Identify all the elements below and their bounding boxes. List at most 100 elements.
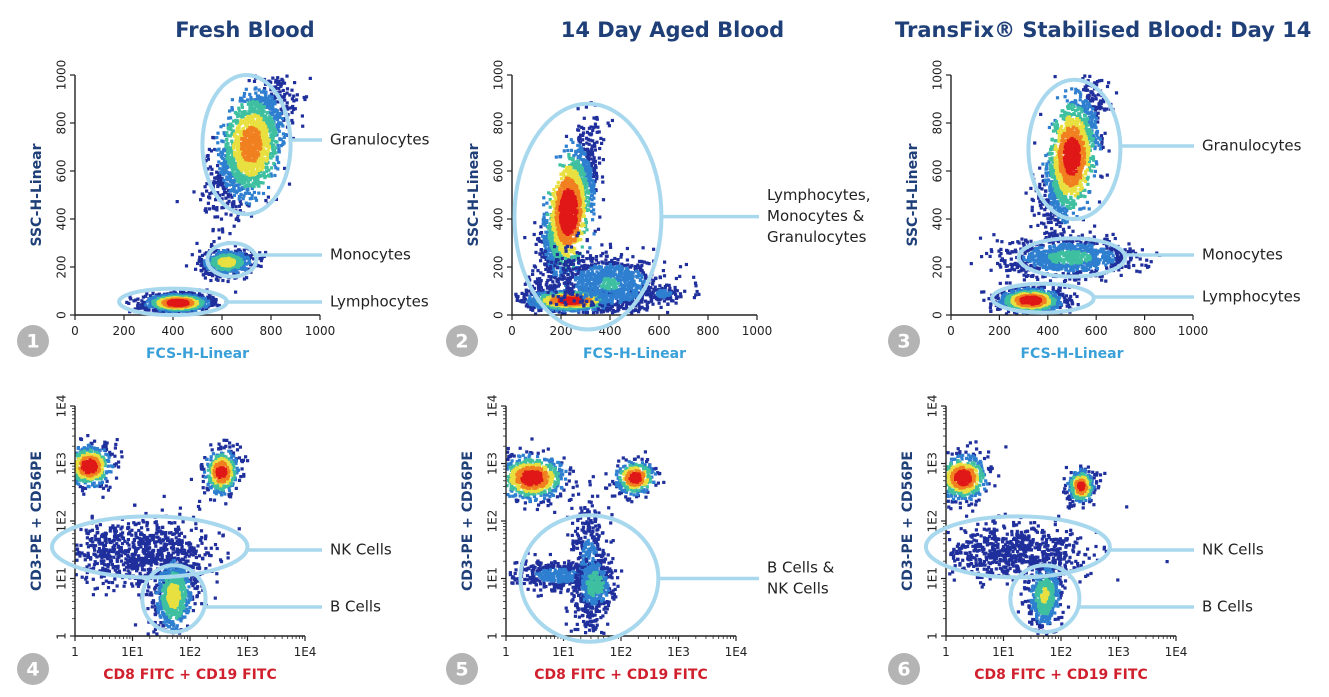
data-point bbox=[263, 175, 268, 179]
data-point bbox=[249, 110, 253, 114]
data-point bbox=[205, 182, 209, 186]
data-point bbox=[245, 138, 249, 143]
data-point bbox=[227, 178, 231, 182]
data-point bbox=[161, 310, 165, 314]
data-point bbox=[585, 141, 589, 145]
data-point bbox=[283, 166, 287, 170]
data-point bbox=[255, 118, 260, 122]
data-point bbox=[232, 150, 237, 154]
data-point bbox=[204, 268, 208, 272]
data-point bbox=[229, 155, 233, 160]
x-tick-label: 0 bbox=[71, 324, 79, 338]
x-tick-label: 600 bbox=[211, 324, 234, 338]
data-point bbox=[229, 116, 233, 120]
data-point bbox=[593, 163, 598, 167]
data-point bbox=[550, 270, 554, 274]
data-point bbox=[576, 159, 580, 163]
data-point bbox=[584, 183, 588, 187]
data-point bbox=[230, 98, 234, 102]
data-point bbox=[269, 166, 274, 170]
data-point bbox=[235, 252, 239, 256]
data-point bbox=[552, 267, 556, 272]
data-point bbox=[269, 112, 273, 116]
data-point bbox=[272, 94, 276, 98]
data-point bbox=[221, 156, 225, 160]
data-point bbox=[598, 146, 602, 151]
data-point bbox=[235, 179, 239, 183]
data-point bbox=[586, 137, 590, 141]
data-point bbox=[593, 148, 597, 152]
data-point bbox=[231, 168, 235, 172]
data-point bbox=[198, 291, 202, 295]
data-point bbox=[591, 218, 595, 222]
x-tick-label: 200 bbox=[113, 324, 136, 338]
data-point bbox=[575, 165, 579, 169]
data-point bbox=[238, 180, 242, 184]
data-point bbox=[259, 264, 263, 268]
data-point bbox=[265, 144, 269, 148]
data-point bbox=[539, 271, 543, 275]
data-point bbox=[274, 151, 278, 155]
data-point bbox=[259, 181, 263, 185]
data-point bbox=[579, 215, 583, 219]
data-point bbox=[584, 170, 588, 174]
data-point bbox=[238, 199, 242, 203]
data-point bbox=[221, 180, 225, 184]
data-point bbox=[254, 198, 259, 202]
data-point bbox=[218, 193, 222, 197]
data-point bbox=[246, 112, 250, 116]
data-point bbox=[136, 306, 140, 311]
data-point bbox=[272, 148, 277, 152]
data-point bbox=[239, 202, 243, 206]
data-point bbox=[578, 229, 582, 233]
data-point bbox=[598, 161, 602, 165]
data-point bbox=[594, 166, 598, 170]
data-point bbox=[258, 257, 262, 261]
data-point bbox=[554, 270, 558, 274]
data-point bbox=[241, 99, 245, 103]
data-point bbox=[260, 256, 264, 260]
data-point bbox=[223, 133, 227, 137]
data-point bbox=[243, 180, 247, 184]
data-point bbox=[145, 299, 149, 303]
data-point bbox=[583, 199, 588, 203]
data-point bbox=[559, 177, 564, 181]
data-point bbox=[601, 198, 606, 202]
data-point bbox=[230, 146, 234, 150]
data-point bbox=[219, 217, 224, 221]
data-point bbox=[253, 132, 257, 136]
data-point bbox=[206, 201, 210, 205]
data-point bbox=[253, 128, 257, 132]
data-point bbox=[547, 252, 551, 256]
data-point bbox=[293, 107, 297, 111]
data-point bbox=[549, 229, 553, 233]
data-point bbox=[274, 197, 278, 201]
data-point bbox=[545, 250, 549, 254]
data-point bbox=[539, 307, 543, 311]
data-point bbox=[248, 92, 252, 96]
data-point bbox=[592, 196, 596, 200]
data-point bbox=[255, 101, 259, 105]
data-point bbox=[246, 128, 250, 132]
data-point bbox=[252, 110, 256, 114]
data-point bbox=[541, 222, 545, 226]
data-point bbox=[251, 162, 255, 166]
data-point bbox=[249, 142, 253, 146]
data-point bbox=[245, 203, 249, 207]
data-point bbox=[591, 178, 595, 183]
data-point bbox=[591, 139, 595, 143]
data-point bbox=[551, 266, 555, 270]
data-point bbox=[265, 102, 269, 106]
data-point bbox=[240, 97, 244, 101]
data-point bbox=[248, 158, 252, 163]
data-point bbox=[230, 172, 234, 176]
data-point bbox=[279, 84, 283, 88]
data-point bbox=[230, 106, 234, 110]
data-point bbox=[242, 277, 246, 281]
data-point bbox=[590, 209, 594, 214]
data-point bbox=[229, 127, 233, 132]
data-point bbox=[588, 204, 592, 208]
data-point bbox=[286, 107, 290, 111]
data-point bbox=[559, 172, 563, 176]
data-point bbox=[226, 279, 230, 284]
